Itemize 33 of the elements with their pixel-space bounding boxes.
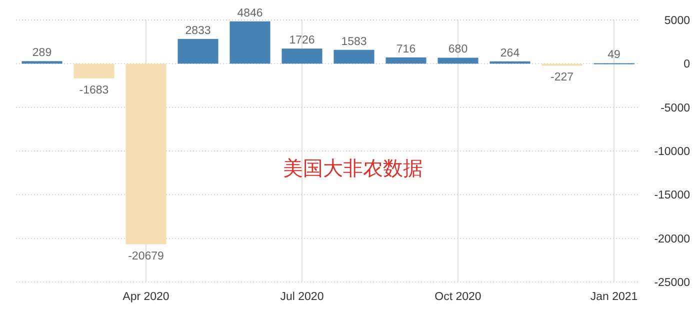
- y-tick-label: -25000: [654, 277, 690, 289]
- data-label: 1726: [289, 34, 315, 47]
- data-label: 716: [396, 43, 416, 56]
- y-tick-label: -5000: [660, 102, 690, 114]
- bar: [438, 58, 478, 64]
- data-label: 264: [500, 47, 520, 60]
- bar: [230, 21, 270, 64]
- x-tick-label: Apr 2020: [122, 291, 170, 303]
- bar: [334, 50, 374, 64]
- x-tick-label: Jan 2021: [590, 291, 638, 303]
- y-tick-label: -15000: [654, 190, 690, 202]
- bar: [126, 64, 166, 244]
- bar: [386, 57, 426, 64]
- data-label: 4846: [237, 7, 263, 20]
- data-label: 1583: [341, 36, 367, 48]
- annotation: 美国大非农数据: [283, 157, 423, 180]
- bar: [74, 64, 114, 78]
- data-label: 2833: [185, 24, 211, 37]
- data-label: -227: [550, 72, 574, 84]
- data-label: 680: [448, 44, 468, 56]
- y-tick-label: -20000: [654, 233, 690, 246]
- y-tick-label: 5000: [664, 15, 690, 27]
- bar: [282, 48, 322, 64]
- data-label: -20679: [128, 250, 164, 262]
- bar: [178, 38, 218, 64]
- data-label: -1683: [79, 84, 109, 96]
- y-tick-label: 0: [684, 58, 690, 71]
- x-tick-label: Jul 2020: [280, 291, 324, 303]
- y-tick-label: -10000: [654, 146, 690, 158]
- bar: [22, 61, 62, 64]
- data-label: 49: [608, 49, 620, 62]
- data-label: 289: [32, 47, 52, 60]
- x-tick-label: Oct 2020: [434, 291, 482, 303]
